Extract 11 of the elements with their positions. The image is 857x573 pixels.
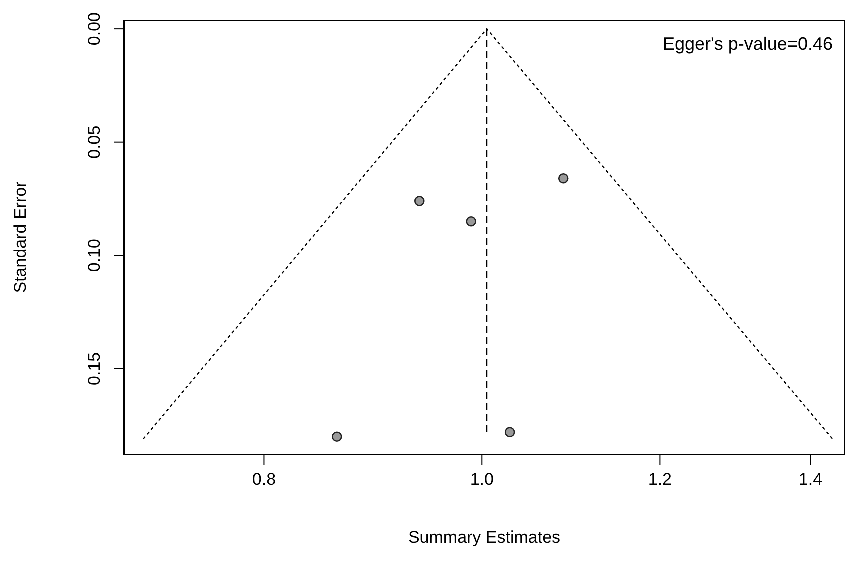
y-tick-label: 0.15: [85, 352, 104, 386]
x-axis-title: Summary Estimates: [408, 528, 561, 547]
y-axis-title: Standard Error: [11, 181, 30, 294]
y-tick-label: 0.00: [85, 12, 104, 46]
y-tick-label: 0.05: [85, 126, 104, 159]
annotation: Egger's p-value=0.46: [662, 34, 833, 55]
x-tick-label: 1.0: [470, 470, 494, 490]
x-tick-label: 1.4: [798, 470, 823, 490]
y-tick-label: 0.10: [85, 239, 104, 272]
x-tick-label: 1.2: [648, 470, 672, 490]
x-tick-label: 0.8: [252, 470, 276, 490]
